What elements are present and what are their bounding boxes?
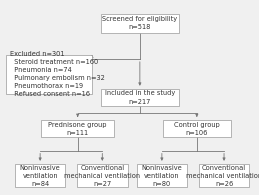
FancyBboxPatch shape: [6, 55, 92, 94]
Text: Conventional
mechanical ventilation
n=26: Conventional mechanical ventilation n=26: [186, 165, 259, 186]
FancyBboxPatch shape: [77, 164, 128, 187]
Text: Screened for eligibility
n=518: Screened for eligibility n=518: [102, 16, 177, 30]
FancyBboxPatch shape: [101, 89, 179, 106]
Text: Prednisone group
n=111: Prednisone group n=111: [48, 122, 107, 136]
Text: Noninvasive
ventilation
n=80: Noninvasive ventilation n=80: [141, 165, 182, 186]
FancyBboxPatch shape: [163, 120, 231, 137]
FancyBboxPatch shape: [101, 14, 179, 33]
FancyBboxPatch shape: [199, 164, 249, 187]
FancyBboxPatch shape: [137, 164, 187, 187]
Text: Excluded n=301
  Steroid treatment n=160
  Pneumonia n=74
  Pulmonary embolism n: Excluded n=301 Steroid treatment n=160 P…: [10, 51, 105, 97]
Text: Included in the study
n=217: Included in the study n=217: [105, 90, 175, 105]
FancyBboxPatch shape: [15, 164, 65, 187]
Text: Noninvasive
ventilation
n=84: Noninvasive ventilation n=84: [20, 165, 61, 186]
Text: Control group
n=106: Control group n=106: [174, 122, 220, 136]
Text: Conventional
mechanical ventilation
n=27: Conventional mechanical ventilation n=27: [64, 165, 140, 186]
FancyBboxPatch shape: [41, 120, 114, 137]
